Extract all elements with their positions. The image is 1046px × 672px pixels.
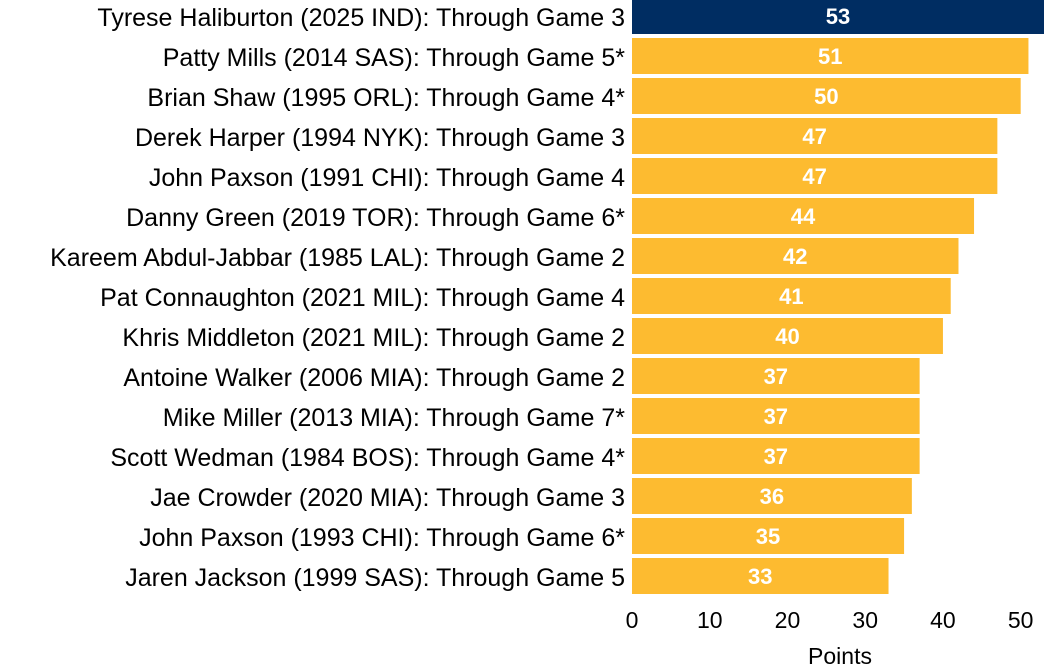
bar-13 (632, 518, 905, 554)
category-label-8: Khris Middleton (2021 MIL): Through Game… (122, 324, 625, 352)
x-tick-label-0: 0 (626, 607, 639, 633)
x-tick-label-1: 10 (697, 607, 723, 633)
bar-10 (632, 398, 920, 434)
bar-11 (632, 438, 920, 474)
category-label-13: John Paxson (1993 CHI): Through Game 6* (139, 524, 625, 552)
bar-0 (632, 0, 1044, 34)
bar-3 (632, 118, 998, 154)
value-label-7: 41 (779, 284, 803, 309)
value-label-8: 40 (775, 324, 799, 349)
bars-group (632, 0, 1044, 594)
value-label-6: 42 (783, 244, 807, 269)
value-label-12: 36 (760, 484, 784, 509)
x-axis-title: Points (808, 643, 872, 669)
bar-5 (632, 198, 975, 234)
value-label-2: 50 (814, 84, 838, 109)
x-axis-ticks-group: 0 10 20 30 40 50 (626, 607, 1034, 633)
bar-6 (632, 238, 959, 274)
value-label-0: 53 (826, 4, 850, 29)
category-label-0: Tyrese Haliburton (2025 IND): Through Ga… (97, 4, 625, 32)
category-label-10: Mike Miller (2013 MIA): Through Game 7* (163, 404, 625, 432)
bar-1 (632, 38, 1029, 74)
x-tick-label-2: 20 (775, 607, 801, 633)
value-label-11: 37 (764, 444, 788, 469)
bar-12 (632, 478, 912, 514)
value-label-5: 44 (791, 204, 816, 229)
value-label-3: 47 (802, 124, 826, 149)
category-label-3: Derek Harper (1994 NYK): Through Game 3 (135, 124, 625, 152)
bar-4 (632, 158, 998, 194)
x-tick-label-3: 30 (852, 607, 878, 633)
category-label-2: Brian Shaw (1995 ORL): Through Game 4* (147, 84, 625, 112)
category-labels-group: Tyrese Haliburton (2025 IND): Through Ga… (50, 4, 625, 592)
category-label-7: Pat Connaughton (2021 MIL): Through Game… (100, 284, 625, 312)
category-label-6: Kareem Abdul-Jabbar (1985 LAL): Through … (50, 244, 625, 272)
bar-9 (632, 358, 920, 394)
value-label-1: 51 (818, 44, 842, 69)
value-label-14: 33 (748, 564, 772, 589)
value-labels-group: 53 51 50 47 47 44 42 41 40 37 37 37 36 35 33 (748, 4, 850, 589)
value-label-9: 37 (764, 364, 788, 389)
category-label-4: John Paxson (1991 CHI): Through Game 4 (149, 164, 625, 192)
x-tick-label-4: 40 (930, 607, 956, 633)
bar-14 (632, 558, 889, 594)
value-label-4: 47 (802, 164, 826, 189)
bar-7 (632, 278, 951, 314)
category-label-1: Patty Mills (2014 SAS): Through Game 5* (163, 44, 626, 72)
bar-8 (632, 318, 943, 354)
value-label-10: 37 (764, 404, 788, 429)
value-label-13: 35 (756, 524, 780, 549)
x-tick-label-5: 50 (1008, 607, 1034, 633)
category-label-5: Danny Green (2019 TOR): Through Game 6* (126, 204, 625, 232)
category-label-9: Antoine Walker (2006 MIA): Through Game … (123, 364, 625, 392)
bar-2 (632, 78, 1021, 114)
category-label-11: Scott Wedman (1984 BOS): Through Game 4* (110, 444, 625, 472)
category-label-12: Jae Crowder (2020 MIA): Through Game 3 (150, 484, 625, 512)
category-label-14: Jaren Jackson (1999 SAS): Through Game 5 (125, 564, 625, 592)
